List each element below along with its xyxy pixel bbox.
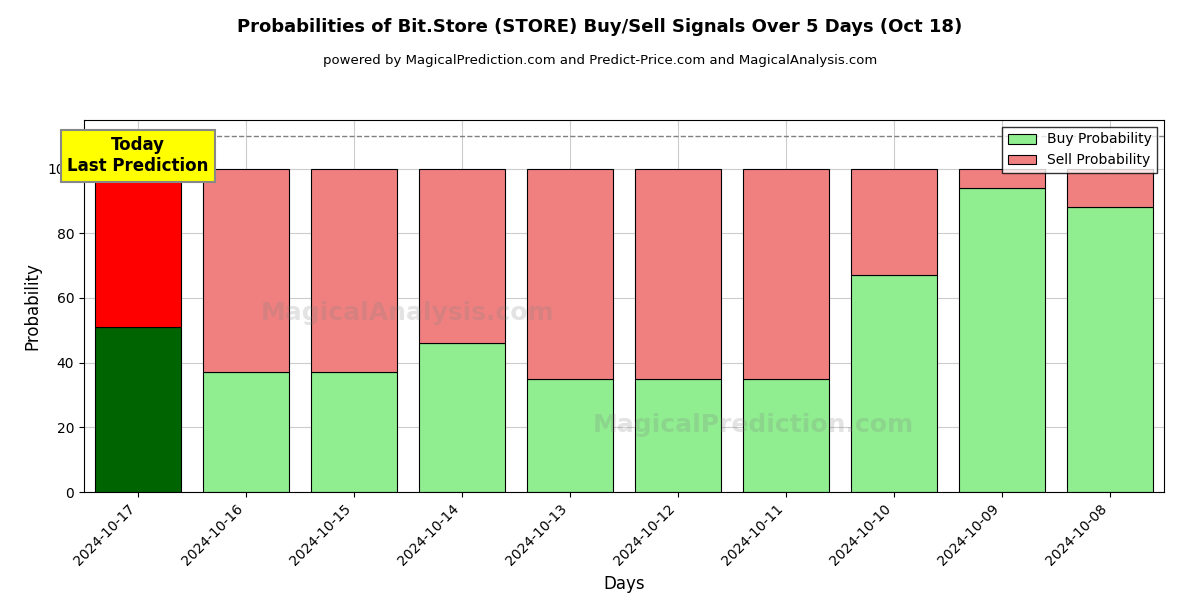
Legend: Buy Probability, Sell Probability: Buy Probability, Sell Probability bbox=[1002, 127, 1157, 173]
Bar bbox=[311, 169, 397, 373]
Bar bbox=[635, 169, 721, 379]
Bar bbox=[851, 275, 937, 492]
Text: powered by MagicalPrediction.com and Predict-Price.com and MagicalAnalysis.com: powered by MagicalPrediction.com and Pre… bbox=[323, 54, 877, 67]
X-axis label: Days: Days bbox=[604, 575, 644, 593]
Bar bbox=[743, 379, 829, 492]
Bar bbox=[203, 373, 289, 492]
Bar bbox=[1067, 208, 1153, 492]
Bar bbox=[95, 169, 181, 327]
Bar bbox=[311, 373, 397, 492]
Bar bbox=[527, 169, 613, 379]
Bar bbox=[419, 343, 505, 492]
Bar bbox=[851, 169, 937, 275]
Bar bbox=[203, 169, 289, 373]
Bar bbox=[959, 188, 1045, 492]
Bar bbox=[635, 379, 721, 492]
Text: Probabilities of Bit.Store (STORE) Buy/Sell Signals Over 5 Days (Oct 18): Probabilities of Bit.Store (STORE) Buy/S… bbox=[238, 18, 962, 36]
Text: Today
Last Prediction: Today Last Prediction bbox=[67, 136, 209, 175]
Bar bbox=[95, 327, 181, 492]
Text: MagicalAnalysis.com: MagicalAnalysis.com bbox=[262, 301, 554, 325]
Bar bbox=[527, 379, 613, 492]
Bar bbox=[419, 169, 505, 343]
Text: MagicalPrediction.com: MagicalPrediction.com bbox=[593, 413, 914, 437]
Bar bbox=[743, 169, 829, 379]
Bar bbox=[959, 169, 1045, 188]
Y-axis label: Probability: Probability bbox=[23, 262, 41, 350]
Bar bbox=[1067, 169, 1153, 208]
